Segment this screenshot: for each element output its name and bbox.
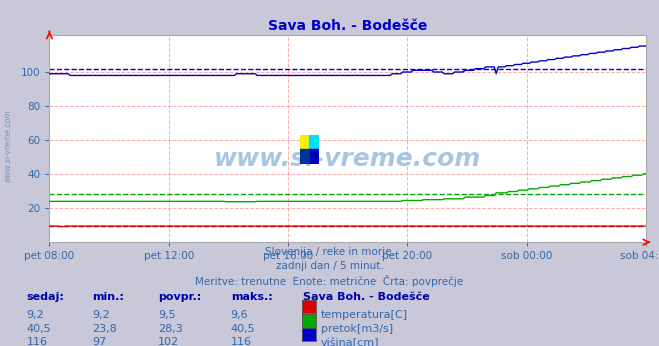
Text: temperatura[C]: temperatura[C] xyxy=(321,310,408,320)
Text: pretok[m3/s]: pretok[m3/s] xyxy=(321,324,393,334)
Text: 102: 102 xyxy=(158,337,179,346)
Text: Meritve: trenutne  Enote: metrične  Črta: povprečje: Meritve: trenutne Enote: metrične Črta: … xyxy=(195,275,464,287)
Text: Sava Boh. - Bodešče: Sava Boh. - Bodešče xyxy=(303,292,430,302)
Text: min.:: min.: xyxy=(92,292,124,302)
Text: maks.:: maks.: xyxy=(231,292,272,302)
Text: 40,5: 40,5 xyxy=(26,324,51,334)
Text: sedaj:: sedaj: xyxy=(26,292,64,302)
Text: www.si-vreme.com: www.si-vreme.com xyxy=(3,109,13,182)
Text: 23,8: 23,8 xyxy=(92,324,117,334)
Text: povpr.:: povpr.: xyxy=(158,292,202,302)
Text: www.si-vreme.com: www.si-vreme.com xyxy=(214,147,481,171)
Text: 40,5: 40,5 xyxy=(231,324,255,334)
Text: 9,6: 9,6 xyxy=(231,310,248,320)
Text: 9,2: 9,2 xyxy=(26,310,44,320)
Text: zadnji dan / 5 minut.: zadnji dan / 5 minut. xyxy=(275,261,384,271)
Text: 97: 97 xyxy=(92,337,107,346)
Title: Sava Boh. - Bodešče: Sava Boh. - Bodešče xyxy=(268,19,427,34)
Text: 9,5: 9,5 xyxy=(158,310,176,320)
Text: 116: 116 xyxy=(26,337,47,346)
Text: 28,3: 28,3 xyxy=(158,324,183,334)
Text: Slovenija / reke in morje.: Slovenija / reke in morje. xyxy=(264,247,395,257)
Text: višina[cm]: višina[cm] xyxy=(321,337,380,346)
Text: 9,2: 9,2 xyxy=(92,310,110,320)
Text: 116: 116 xyxy=(231,337,252,346)
